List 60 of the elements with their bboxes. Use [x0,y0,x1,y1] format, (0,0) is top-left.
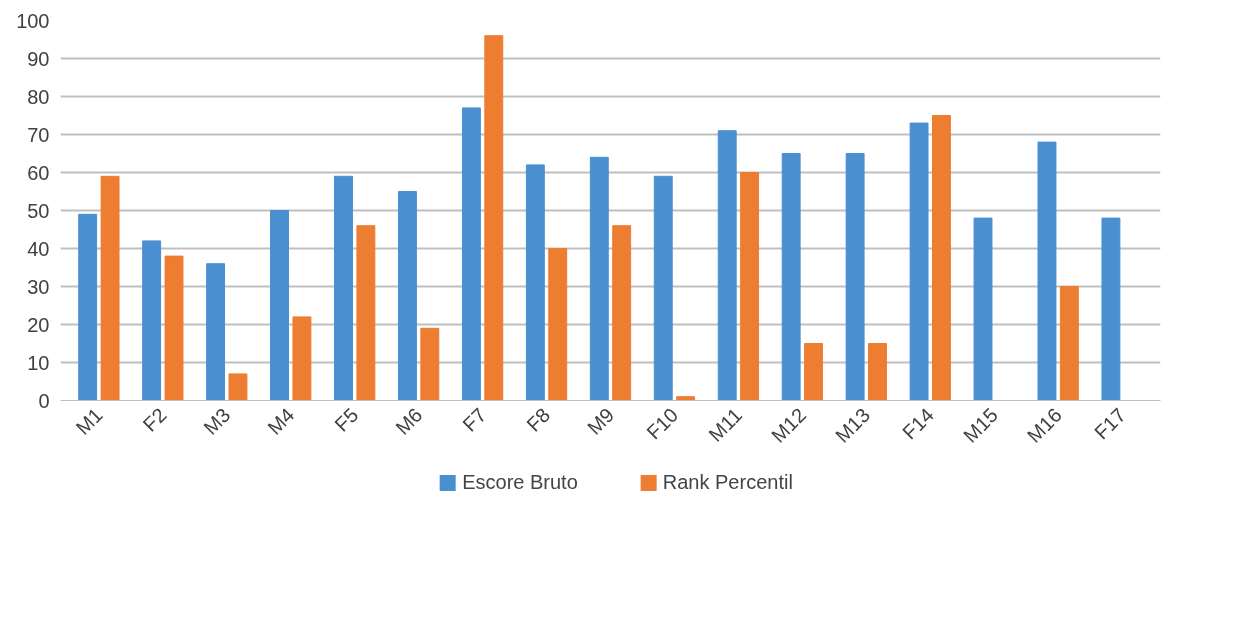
x-tick-label: F14 [898,403,939,444]
bar [845,153,865,401]
bar [206,263,226,401]
bar [484,35,504,401]
bar [781,153,801,401]
x-tick-label: F10 [642,403,683,444]
x-tick-label: M9 [583,403,619,439]
bar [973,217,993,401]
bar [334,175,353,401]
bar [589,156,609,401]
y-tick-label: 40 [27,237,50,260]
bar [1037,141,1057,401]
bar [164,255,184,401]
bar [461,107,481,401]
y-tick-label: 60 [27,161,50,184]
bar [142,240,162,401]
x-tick-label: F7 [458,403,491,436]
y-tick-label: 70 [27,123,50,146]
y-tick-label: 20 [27,313,50,336]
x-tick-label: F8 [522,403,555,436]
x-tick-label: M12 [767,403,811,447]
y-tick-label: 80 [27,85,50,108]
bar [909,122,929,401]
bar [1101,217,1121,401]
bar [653,175,673,401]
bar [717,130,737,401]
bar [525,164,545,401]
bar [100,175,120,401]
bar [78,213,98,401]
x-tick-label: M13 [831,403,875,447]
y-tick-label: 100 [16,9,50,32]
bar [397,191,417,401]
y-tick-label: 50 [27,199,50,222]
y-tick-label: 30 [27,275,50,298]
bar [292,316,312,401]
bar [356,225,376,401]
y-tick-label: 10 [27,351,50,374]
legend-label: Rank Percentil [662,470,793,494]
x-tick-label: M4 [263,403,299,439]
x-tick-label: M3 [199,403,235,439]
x-tick-label: F2 [138,403,171,436]
bar [612,225,632,401]
bar [804,343,824,401]
bar [420,327,440,401]
x-tick-label: M6 [391,403,427,439]
bar [868,343,887,401]
x-tick-label: M11 [704,403,747,446]
legend-label: Escore Bruto [462,470,578,494]
x-tick-label: F5 [330,403,363,436]
bar [676,396,696,401]
bar [228,373,248,401]
bar [1059,286,1079,401]
y-tick-label: 90 [27,47,50,70]
x-tick-label: M1 [71,403,107,439]
bar [932,115,951,401]
y-tick-label: 0 [38,389,50,412]
bar [548,248,568,401]
x-tick-label: F17 [1089,403,1130,444]
bar [740,172,760,401]
bar [270,210,289,401]
